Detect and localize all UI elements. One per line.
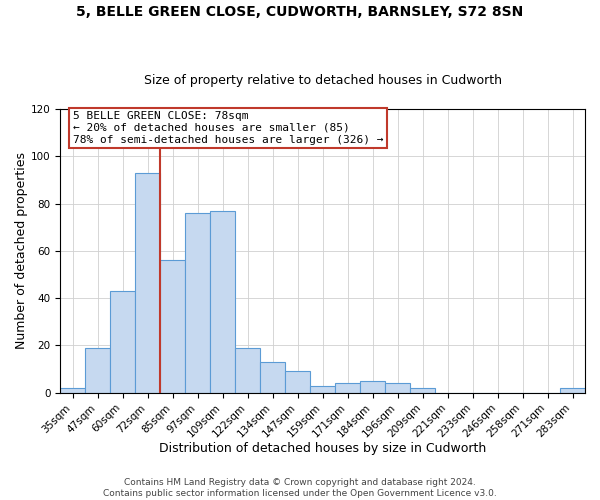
Bar (60, 388, 85, 392)
Text: 5, BELLE GREEN CLOSE, CUDWORTH, BARNSLEY, S72 8SN: 5, BELLE GREEN CLOSE, CUDWORTH, BARNSLEY… (76, 5, 524, 19)
Bar (335, 383, 360, 392)
Bar (235, 348, 260, 393)
Bar (135, 173, 160, 392)
X-axis label: Distribution of detached houses by size in Cudworth: Distribution of detached houses by size … (159, 442, 486, 455)
Bar (385, 383, 410, 392)
Text: 5 BELLE GREEN CLOSE: 78sqm
← 20% of detached houses are smaller (85)
78% of semi: 5 BELLE GREEN CLOSE: 78sqm ← 20% of deta… (73, 112, 383, 144)
Text: Contains HM Land Registry data © Crown copyright and database right 2024.
Contai: Contains HM Land Registry data © Crown c… (103, 478, 497, 498)
Bar (260, 362, 285, 392)
Bar (160, 260, 185, 392)
Y-axis label: Number of detached properties: Number of detached properties (15, 152, 28, 350)
Title: Size of property relative to detached houses in Cudworth: Size of property relative to detached ho… (143, 74, 502, 87)
Bar (85, 348, 110, 393)
Bar (360, 381, 385, 392)
Bar (310, 386, 335, 392)
Bar (210, 210, 235, 392)
Bar (185, 213, 210, 392)
Bar (410, 388, 435, 392)
Bar (285, 372, 310, 392)
Bar (110, 291, 135, 392)
Bar (560, 388, 585, 392)
